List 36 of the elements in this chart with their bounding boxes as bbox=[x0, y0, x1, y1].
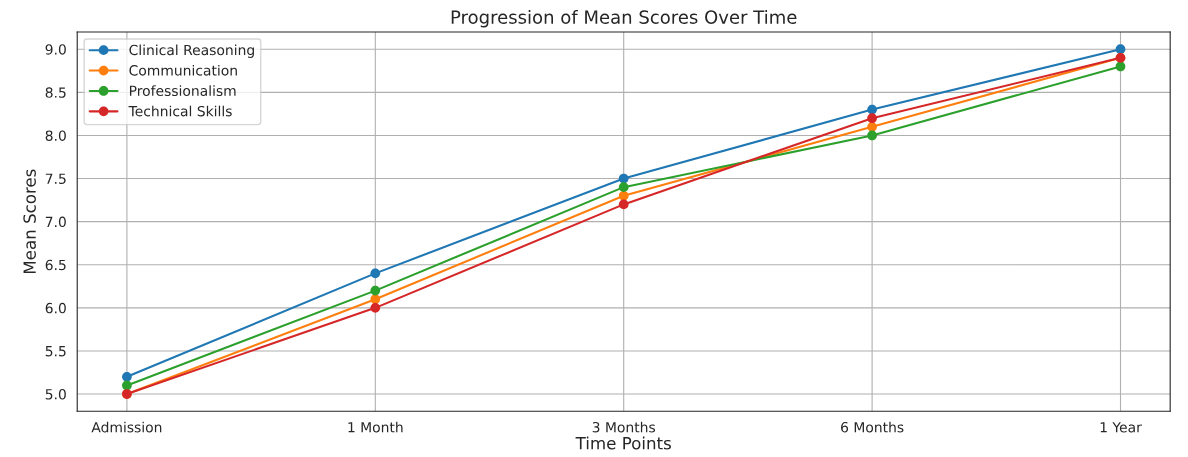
y-tick-label: 5.5 bbox=[45, 346, 66, 357]
point bbox=[122, 371, 132, 382]
legend-label: Communication bbox=[129, 64, 237, 76]
point bbox=[867, 104, 877, 115]
chart-title: Progression of Mean Scores Over Time bbox=[451, 9, 797, 28]
point bbox=[370, 268, 381, 279]
point bbox=[1115, 61, 1126, 72]
legend-label: Professionalism bbox=[129, 85, 236, 97]
x-axis-title: Time Points bbox=[575, 436, 671, 450]
y-tick-label: 5.0 bbox=[45, 389, 66, 400]
x-tick-label: 6 Months bbox=[841, 421, 904, 433]
legend-label: Clinical Reasoning bbox=[129, 44, 254, 58]
point bbox=[370, 285, 381, 296]
x-tick-label: 3 Months bbox=[592, 421, 656, 433]
point bbox=[370, 302, 381, 313]
point bbox=[867, 130, 877, 141]
point bbox=[618, 173, 629, 184]
point bbox=[618, 190, 629, 201]
point bbox=[122, 380, 132, 391]
y-tick-label: 7.5 bbox=[45, 173, 66, 185]
point bbox=[867, 121, 877, 132]
legend-label: Technical Skills bbox=[128, 105, 232, 117]
y-tick-label: 8.5 bbox=[45, 87, 66, 98]
y-axis-title: Mean Scores bbox=[23, 169, 36, 274]
point bbox=[618, 182, 629, 193]
y-tick-label: 9.0 bbox=[45, 44, 66, 55]
x-tick-label: Admission bbox=[91, 421, 162, 433]
x-tick-label: 1 Month bbox=[348, 421, 403, 433]
point bbox=[618, 199, 629, 210]
point bbox=[1115, 44, 1126, 55]
x-tick-label: 1 Year bbox=[1100, 422, 1142, 433]
y-tick-label: 6.5 bbox=[45, 259, 66, 271]
point bbox=[867, 113, 877, 124]
y-tick-label: 8.0 bbox=[45, 130, 66, 141]
y-tick-label: 6.0 bbox=[45, 302, 66, 314]
y-tick-label: 7.0 bbox=[45, 216, 66, 228]
